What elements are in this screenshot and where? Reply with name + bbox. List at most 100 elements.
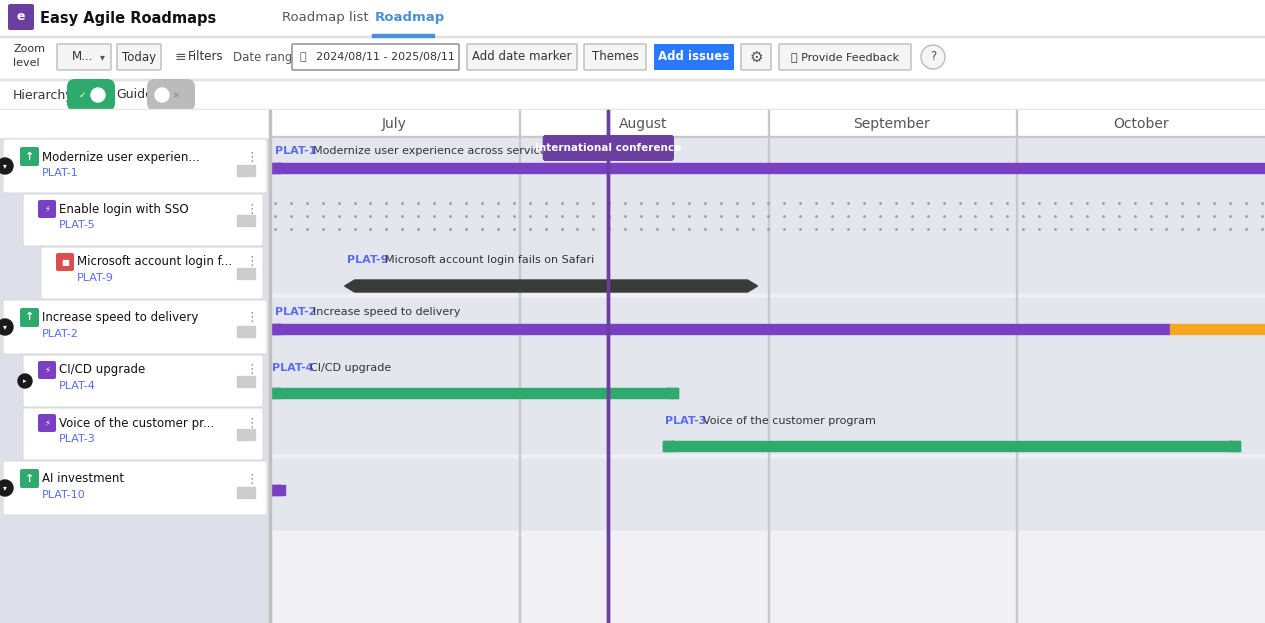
Bar — [269, 388, 678, 398]
FancyBboxPatch shape — [116, 44, 161, 70]
Bar — [269, 388, 281, 398]
Bar — [269, 137, 1265, 292]
Bar — [0, 137, 1265, 292]
Text: ⋮: ⋮ — [245, 312, 258, 325]
Text: Today: Today — [121, 50, 156, 64]
Text: ✕: ✕ — [172, 90, 180, 100]
Bar — [0, 80, 1265, 110]
Text: e: e — [16, 11, 25, 24]
Circle shape — [0, 158, 13, 174]
FancyBboxPatch shape — [147, 79, 195, 111]
Text: ⋮: ⋮ — [245, 255, 258, 269]
Bar — [269, 110, 1265, 623]
Text: Guides: Guides — [116, 88, 159, 102]
Text: Increase speed to delivery: Increase speed to delivery — [312, 307, 460, 317]
Bar — [269, 459, 1265, 529]
Text: Add issues: Add issues — [658, 50, 730, 64]
Bar — [607, 110, 610, 623]
Polygon shape — [269, 324, 280, 334]
Polygon shape — [344, 280, 758, 292]
Text: Roadmap: Roadmap — [374, 11, 445, 24]
Text: ⚡: ⚡ — [44, 366, 49, 374]
Text: ⚡: ⚡ — [44, 419, 49, 427]
Text: Add date marker: Add date marker — [472, 50, 572, 64]
Text: PLAT-1: PLAT-1 — [42, 168, 78, 178]
FancyBboxPatch shape — [38, 361, 56, 379]
Text: PLAT-2: PLAT-2 — [42, 329, 78, 339]
Text: Easy Agile Roadmaps: Easy Agile Roadmaps — [40, 11, 216, 26]
Bar — [0, 110, 1265, 623]
Bar — [237, 215, 256, 226]
Text: Microsoft account login fails on Safari: Microsoft account login fails on Safari — [385, 255, 593, 265]
Text: Zoom: Zoom — [13, 44, 46, 54]
Text: PLAT-9: PLAT-9 — [77, 273, 114, 283]
Text: ▾: ▾ — [3, 483, 6, 493]
Text: ⚙: ⚙ — [749, 49, 763, 65]
Polygon shape — [1230, 441, 1240, 451]
Text: ▸: ▸ — [23, 378, 27, 384]
Bar — [607, 110, 610, 623]
Polygon shape — [663, 441, 673, 451]
Text: PLAT-1: PLAT-1 — [275, 146, 316, 156]
Bar — [269, 324, 281, 334]
FancyBboxPatch shape — [779, 44, 911, 70]
Text: CI/CD upgrade: CI/CD upgrade — [59, 363, 145, 376]
Bar — [269, 110, 271, 623]
Bar — [1170, 324, 1265, 334]
Text: PLAT-4: PLAT-4 — [272, 363, 314, 373]
Bar — [0, 79, 1265, 80]
Text: ✓: ✓ — [78, 90, 86, 100]
Bar — [269, 163, 1265, 173]
Polygon shape — [269, 163, 280, 173]
FancyBboxPatch shape — [67, 79, 115, 111]
Text: Roadmap list: Roadmap list — [282, 11, 368, 24]
Text: PLAT-5: PLAT-5 — [59, 220, 96, 230]
Text: September: September — [854, 117, 930, 131]
FancyBboxPatch shape — [543, 135, 674, 161]
Bar — [269, 485, 281, 495]
FancyBboxPatch shape — [23, 355, 263, 407]
FancyBboxPatch shape — [20, 469, 39, 488]
Circle shape — [0, 480, 13, 496]
Circle shape — [18, 374, 32, 388]
Bar — [667, 388, 678, 398]
Text: ≡: ≡ — [175, 50, 187, 64]
Bar — [237, 376, 256, 387]
Text: Date range: Date range — [233, 50, 300, 64]
Text: Modernize user experience across services: Modernize user experience across service… — [312, 146, 553, 156]
Text: International conference: International conference — [535, 143, 682, 153]
Text: CI/CD upgrade: CI/CD upgrade — [310, 363, 391, 373]
FancyBboxPatch shape — [543, 135, 674, 161]
Text: ↑: ↑ — [25, 473, 34, 483]
Circle shape — [0, 319, 13, 335]
Text: July: July — [382, 117, 407, 131]
Bar — [0, 298, 1265, 453]
Text: ↑: ↑ — [25, 151, 34, 161]
Text: ■: ■ — [61, 257, 68, 267]
Bar — [0, 459, 1265, 529]
Text: Filters: Filters — [188, 50, 224, 64]
Text: Voice of the customer pr...: Voice of the customer pr... — [59, 417, 214, 429]
Bar — [269, 110, 1265, 137]
Bar — [0, 0, 1265, 37]
Bar — [663, 441, 674, 451]
FancyBboxPatch shape — [584, 44, 646, 70]
FancyBboxPatch shape — [20, 147, 39, 166]
FancyBboxPatch shape — [741, 44, 770, 70]
FancyBboxPatch shape — [3, 300, 267, 354]
FancyBboxPatch shape — [38, 414, 56, 432]
Text: ⋮: ⋮ — [245, 151, 258, 163]
Circle shape — [921, 45, 945, 69]
Bar — [269, 136, 1265, 137]
Text: AI investment: AI investment — [42, 472, 124, 485]
Bar — [237, 165, 256, 176]
Text: ⋮: ⋮ — [245, 202, 258, 216]
FancyBboxPatch shape — [38, 200, 56, 218]
Bar — [0, 110, 269, 137]
FancyBboxPatch shape — [56, 253, 73, 271]
Text: ▾: ▾ — [3, 323, 6, 331]
Text: PLAT-4: PLAT-4 — [59, 381, 96, 391]
Bar — [1230, 441, 1240, 451]
Text: August: August — [619, 117, 668, 131]
Text: Enable login with SSO: Enable login with SSO — [59, 202, 188, 216]
